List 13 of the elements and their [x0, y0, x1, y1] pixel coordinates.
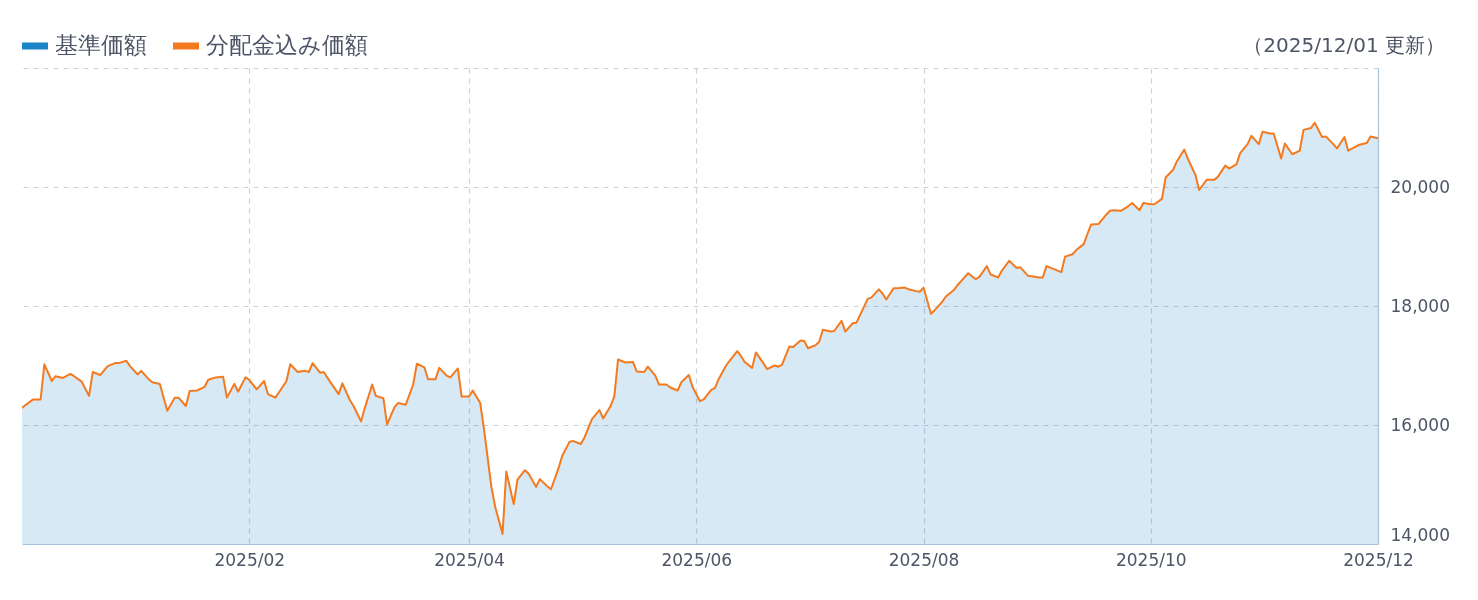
x-tick-label: 2025/08 — [888, 549, 960, 570]
y-tick-label: 18,000 — [1390, 295, 1450, 316]
x-tick-label: 2025/02 — [214, 549, 286, 570]
legend-label: 分配金込み価額 — [206, 32, 368, 58]
x-tick-label: 2025/12 — [1343, 549, 1414, 570]
x-tick-label: 2025/10 — [1115, 549, 1187, 570]
y-tick-label: 16,000 — [1390, 414, 1450, 435]
y-tick-label: 20,000 — [1390, 176, 1450, 197]
legend-label: 基準価額 — [55, 32, 147, 58]
text: （2025/12/01 更新） — [1243, 33, 1445, 57]
x-tick-label: 2025/06 — [661, 549, 733, 570]
x-tick-label: 2025/04 — [434, 549, 505, 570]
y-tick-label: 14,000 — [1390, 524, 1450, 545]
